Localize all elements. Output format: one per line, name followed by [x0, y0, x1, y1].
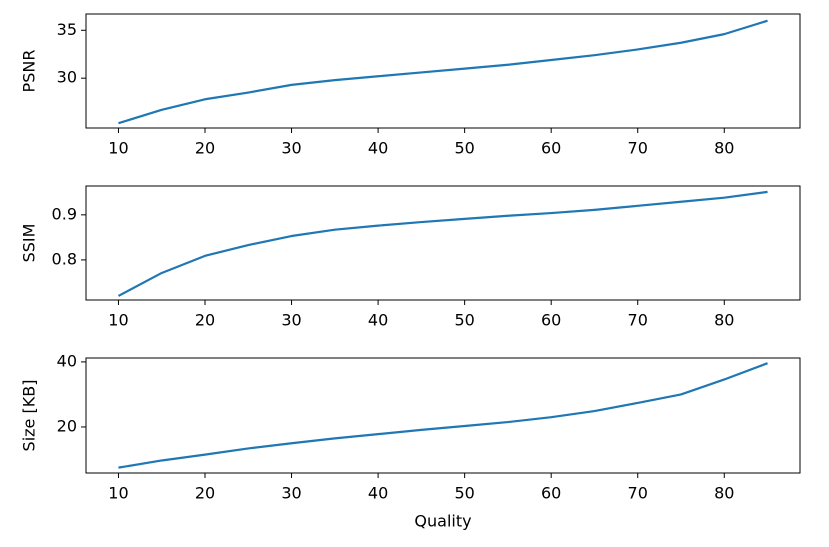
x-tick-label: 50 — [454, 311, 474, 330]
x-tick-label: 50 — [454, 139, 474, 158]
x-tick-label: 60 — [541, 484, 561, 503]
x-tick-label: 20 — [195, 311, 215, 330]
x-tick-label: 10 — [108, 311, 128, 330]
y-tick-label: 30 — [57, 68, 77, 87]
x-tick-label: 80 — [714, 484, 734, 503]
x-tick-label: 60 — [541, 311, 561, 330]
x-tick-label: 30 — [281, 484, 301, 503]
x-tick-label: 10 — [108, 484, 128, 503]
axes-frame — [85, 357, 801, 474]
y-tick-label: 0.8 — [52, 249, 77, 268]
y-tick-label: 40 — [57, 351, 77, 370]
x-tick-label: 40 — [368, 484, 388, 503]
x-tick-label: 80 — [714, 311, 734, 330]
y-axis-label: PSNR — [20, 50, 39, 93]
x-tick-label: 30 — [281, 139, 301, 158]
x-tick-label: 30 — [281, 311, 301, 330]
y-axis-label: SSIM — [20, 224, 39, 263]
axes-frame — [85, 13, 801, 129]
axes-frame — [85, 185, 801, 301]
y-tick-label: 20 — [57, 416, 77, 435]
x-tick-label: 70 — [628, 311, 648, 330]
line — [117, 190, 768, 297]
x-axis-label: Quality — [414, 512, 471, 531]
x-tick-label: 50 — [454, 484, 474, 503]
x-tick-label: 20 — [195, 139, 215, 158]
line — [118, 19, 768, 125]
y-axis-label: Size [KB] — [20, 380, 39, 452]
x-tick-label: 70 — [628, 139, 648, 158]
x-tick-label: 10 — [108, 139, 128, 158]
x-tick-label: 80 — [714, 139, 734, 158]
x-tick-label: 60 — [541, 139, 561, 158]
x-tick-label: 40 — [368, 139, 388, 158]
x-tick-label: 20 — [195, 484, 215, 503]
y-tick-label: 0.9 — [52, 204, 77, 223]
line — [118, 362, 768, 469]
x-tick-label: 70 — [628, 484, 648, 503]
x-tick-label: 40 — [368, 311, 388, 330]
y-tick-label: 35 — [57, 20, 77, 39]
